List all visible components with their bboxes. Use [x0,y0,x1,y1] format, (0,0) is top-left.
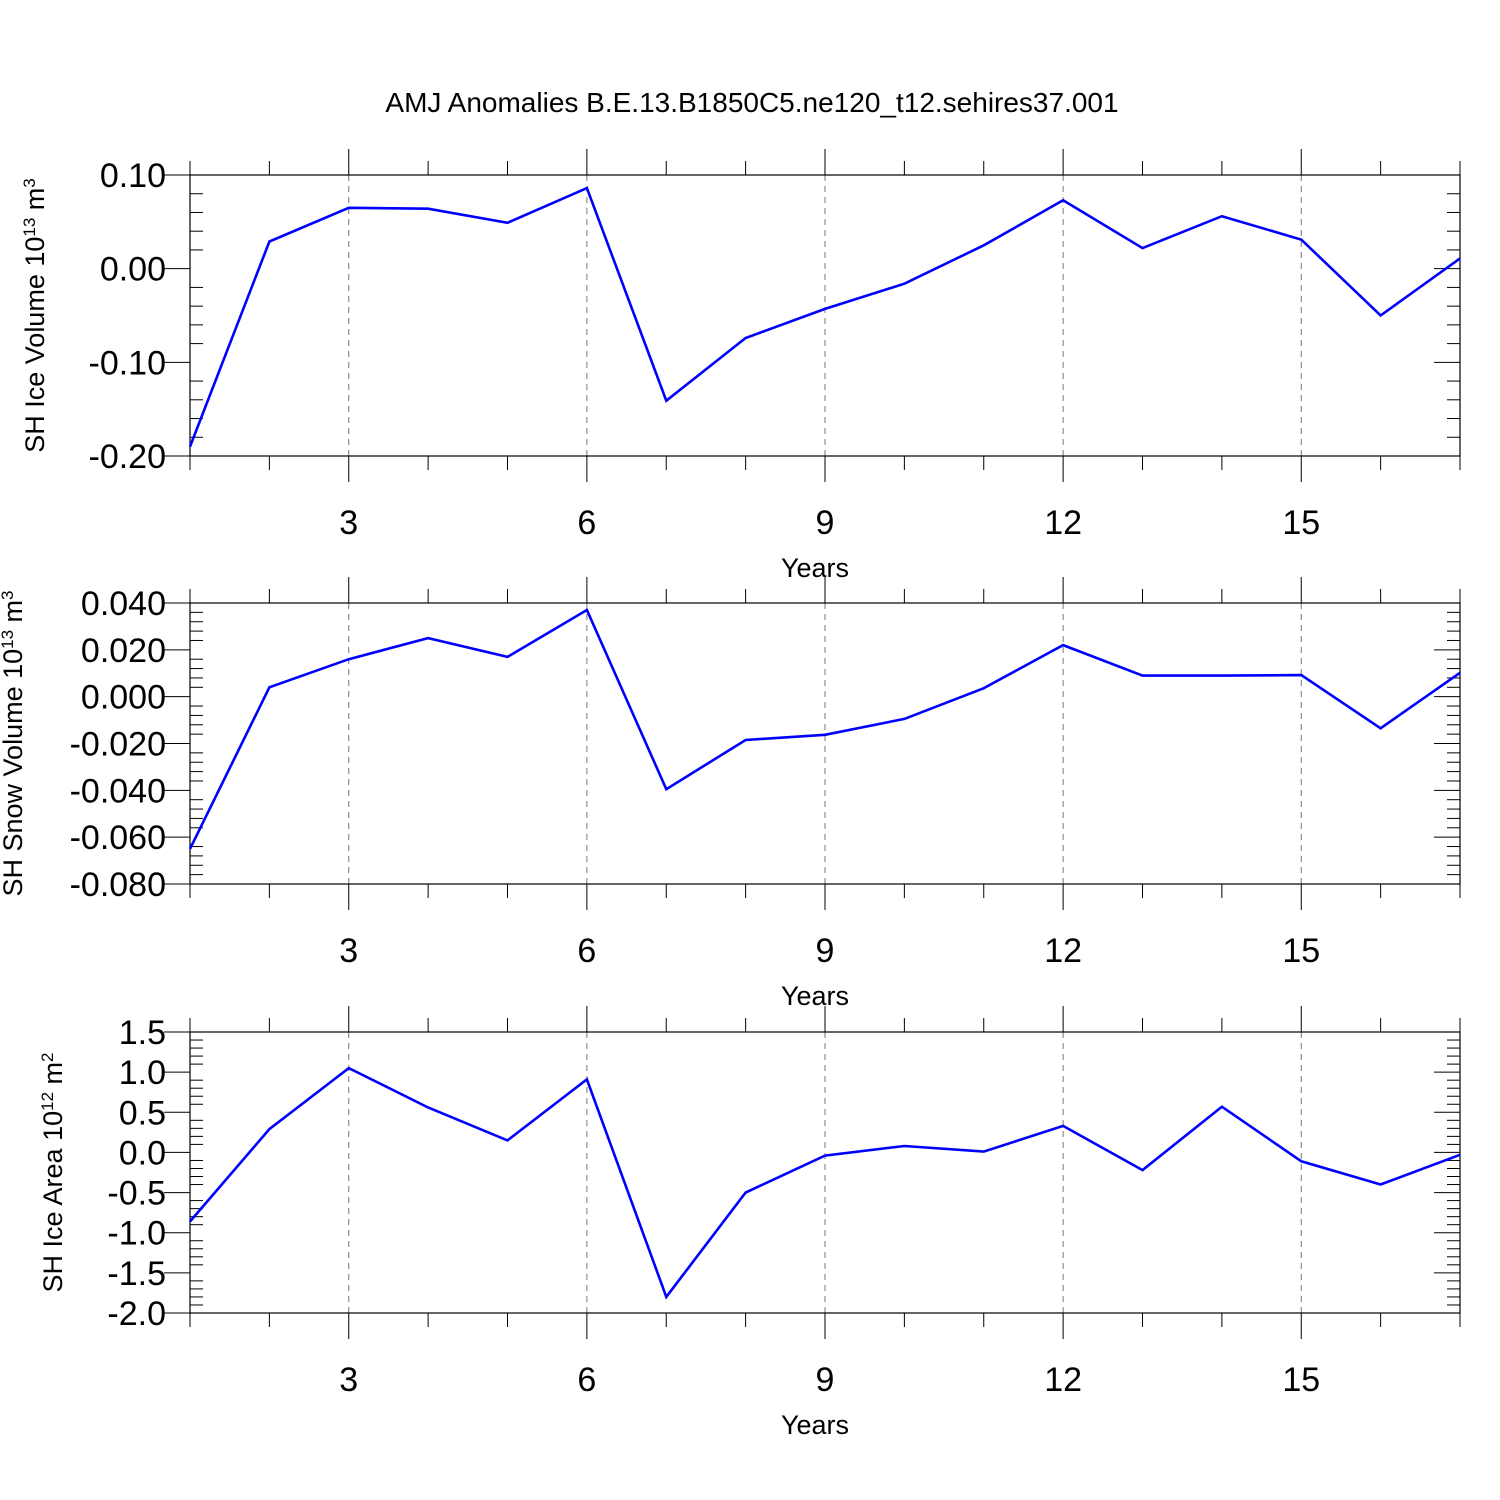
x-tick-label: 3 [339,932,358,970]
y-tick-label: -0.20 [89,438,167,476]
y-axis-label-part: m [20,188,50,218]
y-tick-label: -0.040 [70,772,166,810]
y-axis-label-superscript: 12 [38,1092,57,1111]
x-tick-label: 6 [577,932,596,970]
y-tick-label: -0.10 [89,344,167,382]
x-axis-label: Years [781,553,849,583]
y-tick-label: 0.5 [119,1094,166,1132]
y-tick-label: -0.5 [107,1175,166,1213]
series-line [188,186,1461,448]
y-tick-label: 0.00 [100,251,166,289]
x-tick-label: 15 [1282,1361,1320,1399]
y-tick-label: -1.0 [107,1215,166,1253]
y-tick-label: 0.020 [81,632,166,670]
panel-3: -2.0-1.5-1.0-0.50.00.51.01.5 3 6 9 12 15 Years… [38,1006,1461,1440]
x-tick-label: 3 [339,1361,358,1399]
y-tick-label: 0.0 [119,1134,166,1172]
x-tick-label: 9 [816,504,835,542]
panels: -0.20 -0.10 0.00 0.10 3 6 9 12 15 Years SH Ice Vol… [0,149,1461,1440]
y-tick-label: -0.080 [70,866,166,904]
y-tick-label: -2.0 [107,1295,166,1333]
x-tick-label: 12 [1044,1361,1082,1399]
figure-title: AMJ Anomalies B.E.13.B1850C5.ne120_t12.s… [385,87,1118,118]
x-tick-label: 15 [1282,932,1320,970]
panel-2: -0.080 -0.060 -0.040 -0.020 0.000 0.020 0.040 3… [0,577,1461,1011]
panel-1: -0.20 -0.10 0.00 0.10 3 6 9 12 15 Years SH Ice Vol… [20,149,1461,583]
y-axis-label: SH Ice Volume 1013 m3 [20,178,50,453]
y-axis-label-part: SH Ice Area 10 [38,1111,68,1293]
x-tick-label: 12 [1044,504,1082,542]
y-axis-label-superscript: 3 [0,590,17,599]
x-axis-label: Years [781,981,849,1011]
y-tick-label: 1.0 [119,1054,166,1092]
y-axis-label-superscript: 13 [20,218,39,237]
y-axis-label-part: SH Ice Volume 10 [20,237,50,453]
y-axis-label-part: SH Snow Volume 10 [0,649,28,897]
y-tick-label: 0.040 [81,585,166,623]
series-line [188,608,1461,850]
y-tick-label: 0.10 [100,157,166,195]
y-tick-label: -1.5 [107,1255,166,1293]
y-tick-label: -0.060 [70,819,166,857]
x-tick-label: 6 [577,504,596,542]
x-tick-label: 9 [816,1361,835,1399]
x-tick-label: 15 [1282,504,1320,542]
x-tick-label: 6 [577,1361,596,1399]
x-axis-label: Years [781,1410,849,1440]
x-tick-label: 3 [339,504,358,542]
y-axis-label-part: m [38,1062,68,1092]
y-axis-label-part: m [0,600,28,630]
y-axis-label: SH Ice Area 1012 m2 [38,1053,68,1293]
series-line [189,1066,1461,1300]
y-axis-label-superscript: 13 [0,630,17,649]
x-tick-label: 12 [1044,932,1082,970]
y-tick-label: 1.5 [119,1014,166,1052]
y-axis-label-superscript: 2 [38,1053,57,1062]
y-tick-label: -0.020 [70,726,166,764]
y-axis-label-superscript: 3 [20,178,39,187]
y-axis-label: SH Snow Volume 1013 m3 [0,590,28,896]
x-tick-label: 9 [816,932,835,970]
y-tick-label: 0.000 [81,679,166,717]
